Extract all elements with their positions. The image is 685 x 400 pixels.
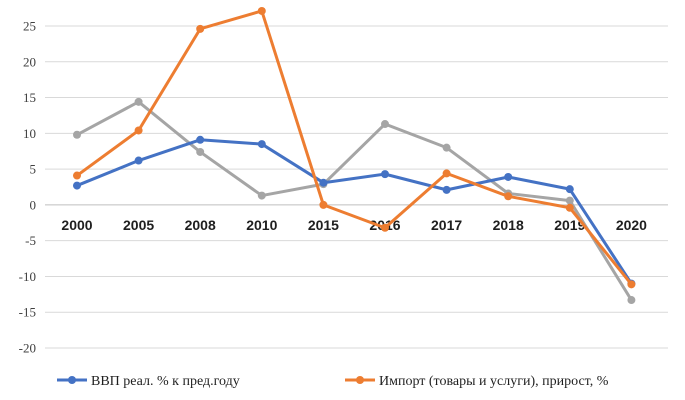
data-point	[442, 185, 451, 194]
x-category-label: 2000	[61, 217, 92, 233]
x-category-label: 2005	[123, 217, 154, 233]
data-point	[134, 156, 143, 165]
data-point	[134, 126, 143, 135]
data-point	[196, 24, 205, 33]
x-category-label: 2008	[185, 217, 216, 233]
data-point	[73, 130, 81, 139]
data-point	[257, 191, 266, 200]
data-point	[504, 172, 513, 181]
legend-item: Импорт (товары и услуги), прирост, %	[345, 374, 609, 389]
data-point	[319, 200, 328, 209]
gridlines	[45, 25, 668, 349]
legend: ВВП реал. % к пред.году Импорт (товары и …	[57, 374, 609, 389]
series-1	[73, 97, 636, 305]
series-line	[75, 9, 633, 286]
y-tick-label: 10	[23, 126, 36, 141]
data-point	[627, 296, 636, 305]
series-lines	[73, 6, 636, 305]
series-line	[75, 138, 633, 286]
series-2	[73, 6, 636, 289]
y-axis-ticks: 25 20 15 10 5 0 -5 -10 -15 -20	[19, 19, 36, 356]
data-point	[565, 196, 574, 205]
x-category-label: 2020	[616, 217, 647, 233]
series-0	[73, 135, 636, 288]
data-point	[257, 6, 266, 15]
data-point	[381, 120, 389, 129]
data-point	[442, 169, 451, 178]
data-point	[442, 143, 451, 152]
y-tick-label: 15	[23, 90, 36, 105]
data-point	[565, 185, 574, 194]
data-point	[257, 140, 266, 149]
y-tick-label: 5	[30, 162, 37, 177]
legend-label: Импорт (товары и услуги), прирост, %	[379, 374, 609, 389]
legend-item: ВВП реал. % к пред.году	[57, 374, 240, 389]
y-tick-label: -10	[19, 269, 36, 284]
y-tick-label: 0	[30, 197, 37, 212]
data-point	[196, 135, 205, 144]
x-category-label: 2017	[431, 217, 462, 233]
y-tick-label: -5	[25, 233, 36, 248]
data-point	[196, 147, 205, 156]
data-point	[565, 203, 574, 212]
y-tick-label: 25	[23, 19, 36, 34]
y-tick-label: -15	[19, 305, 36, 320]
x-category-label: 2015	[308, 217, 339, 233]
x-axis-categories: 2000200520082010201520162017201820192020	[61, 217, 647, 233]
legend-label: ВВП реал. % к пред.году	[91, 374, 240, 389]
legend-swatch-marker	[68, 376, 76, 384]
y-tick-label: 20	[23, 54, 36, 69]
data-point	[73, 181, 81, 190]
data-point	[319, 178, 328, 187]
data-point	[504, 192, 513, 201]
series-line	[75, 100, 633, 302]
y-tick-label: -20	[19, 341, 36, 356]
data-point	[381, 223, 389, 232]
legend-swatch-marker	[356, 376, 364, 384]
data-point	[381, 170, 389, 179]
data-point	[627, 280, 636, 289]
x-category-label: 2010	[246, 217, 277, 233]
x-category-label: 2019	[554, 217, 585, 233]
data-point	[134, 97, 143, 106]
data-point	[73, 171, 81, 180]
x-category-label: 2018	[493, 217, 524, 233]
